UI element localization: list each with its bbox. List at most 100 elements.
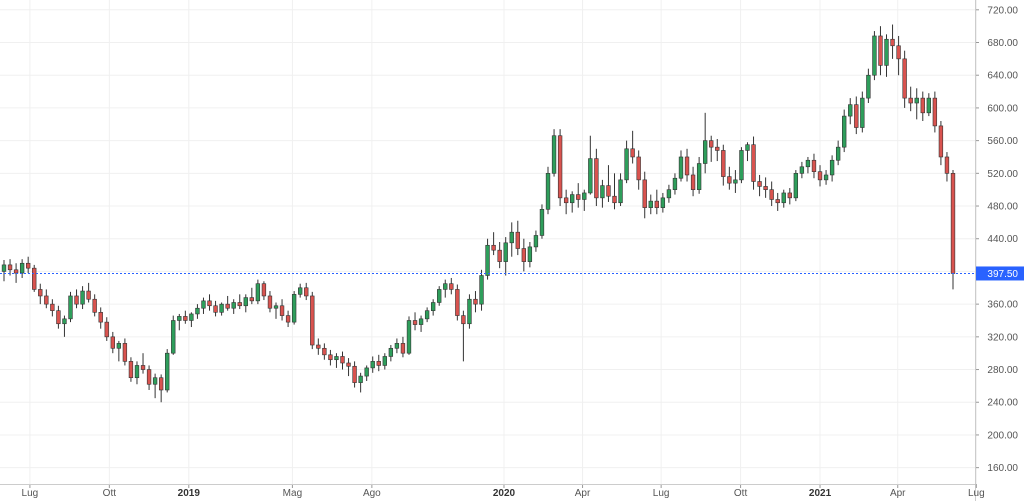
candle[interactable] [158,374,164,403]
candle[interactable] [521,238,527,272]
candle[interactable] [757,174,762,197]
candle[interactable] [449,277,454,295]
candle[interactable] [533,230,539,252]
candle[interactable] [171,315,176,355]
candle[interactable] [98,307,103,329]
candle[interactable] [926,93,931,117]
candle[interactable] [134,361,140,385]
candle[interactable] [588,135,593,195]
candle[interactable] [231,299,236,314]
candle[interactable] [684,148,690,182]
candle[interactable] [358,372,363,393]
candle[interactable] [600,179,605,208]
candle[interactable] [346,358,351,377]
candle[interactable] [44,289,49,309]
candle[interactable] [908,86,913,112]
candle[interactable] [291,291,297,325]
candle[interactable] [654,189,659,215]
candle[interactable] [261,281,267,301]
candle[interactable] [285,310,291,328]
candle[interactable] [443,279,448,298]
candle[interactable] [672,173,678,195]
candle[interactable] [811,153,817,179]
candle[interactable] [237,294,242,310]
candle[interactable] [122,338,128,366]
candle[interactable] [914,88,919,120]
candle[interactable] [195,304,200,319]
candle[interactable] [388,345,394,362]
candle[interactable] [920,91,925,121]
candle[interactable] [576,183,581,208]
candle[interactable] [461,310,466,362]
candle[interactable] [243,294,248,313]
candle[interactable] [702,112,708,174]
candle[interactable] [866,68,871,104]
candle[interactable] [690,166,696,197]
candle[interactable] [437,286,442,306]
candle[interactable] [406,316,412,355]
candle[interactable] [140,353,146,374]
candle[interactable] [557,129,563,207]
candle[interactable] [527,242,533,268]
candle[interactable] [799,161,805,179]
candle[interactable] [479,269,484,311]
candle[interactable] [298,283,303,298]
candle[interactable] [279,299,285,321]
candle[interactable] [829,155,835,182]
candle[interactable] [92,294,97,317]
candle[interactable] [545,166,551,215]
candle[interactable] [116,340,122,362]
candle[interactable] [594,148,599,207]
candle[interactable] [225,295,230,311]
candle[interactable] [630,130,635,164]
candle[interactable] [787,188,792,205]
candle[interactable] [835,140,841,166]
candle[interactable] [932,91,938,133]
candle[interactable] [183,310,188,324]
candle[interactable] [316,338,321,355]
candle[interactable] [310,291,315,350]
candle[interactable] [582,189,587,211]
candle[interactable] [642,171,647,219]
candle[interactable] [128,357,134,382]
candle[interactable] [848,98,853,125]
candle[interactable] [86,282,91,303]
candle[interactable] [739,147,744,184]
candle[interactable] [745,142,750,162]
candle[interactable] [249,287,255,305]
candle[interactable] [563,189,569,215]
candle[interactable] [38,283,43,305]
candle[interactable] [334,353,339,368]
candle[interactable] [340,351,345,370]
candle[interactable] [666,184,672,203]
candle[interactable] [56,305,61,329]
candle[interactable] [624,140,629,184]
candle[interactable] [817,165,823,187]
candle[interactable] [418,315,424,332]
candle[interactable] [394,338,400,354]
candle[interactable] [50,299,55,317]
candle[interactable] [304,282,309,301]
candle[interactable] [872,31,877,81]
candle[interactable] [950,170,956,290]
candle[interactable] [370,356,375,373]
candle[interactable] [473,291,478,313]
candle[interactable] [364,365,369,381]
candle[interactable] [660,192,666,213]
candle[interactable] [62,315,67,337]
candle[interactable] [26,256,31,274]
candle[interactable] [636,150,641,190]
candle[interactable] [854,96,859,135]
candle[interactable] [648,194,653,215]
candle[interactable] [606,165,611,202]
candle[interactable] [890,24,895,59]
candle[interactable] [763,177,768,198]
candle[interactable] [618,173,623,207]
candle[interactable] [110,331,115,354]
candle[interactable] [68,291,73,323]
candles[interactable] [1,24,956,403]
candle[interactable] [696,156,702,194]
candle[interactable] [455,284,460,321]
candle[interactable] [491,232,496,256]
